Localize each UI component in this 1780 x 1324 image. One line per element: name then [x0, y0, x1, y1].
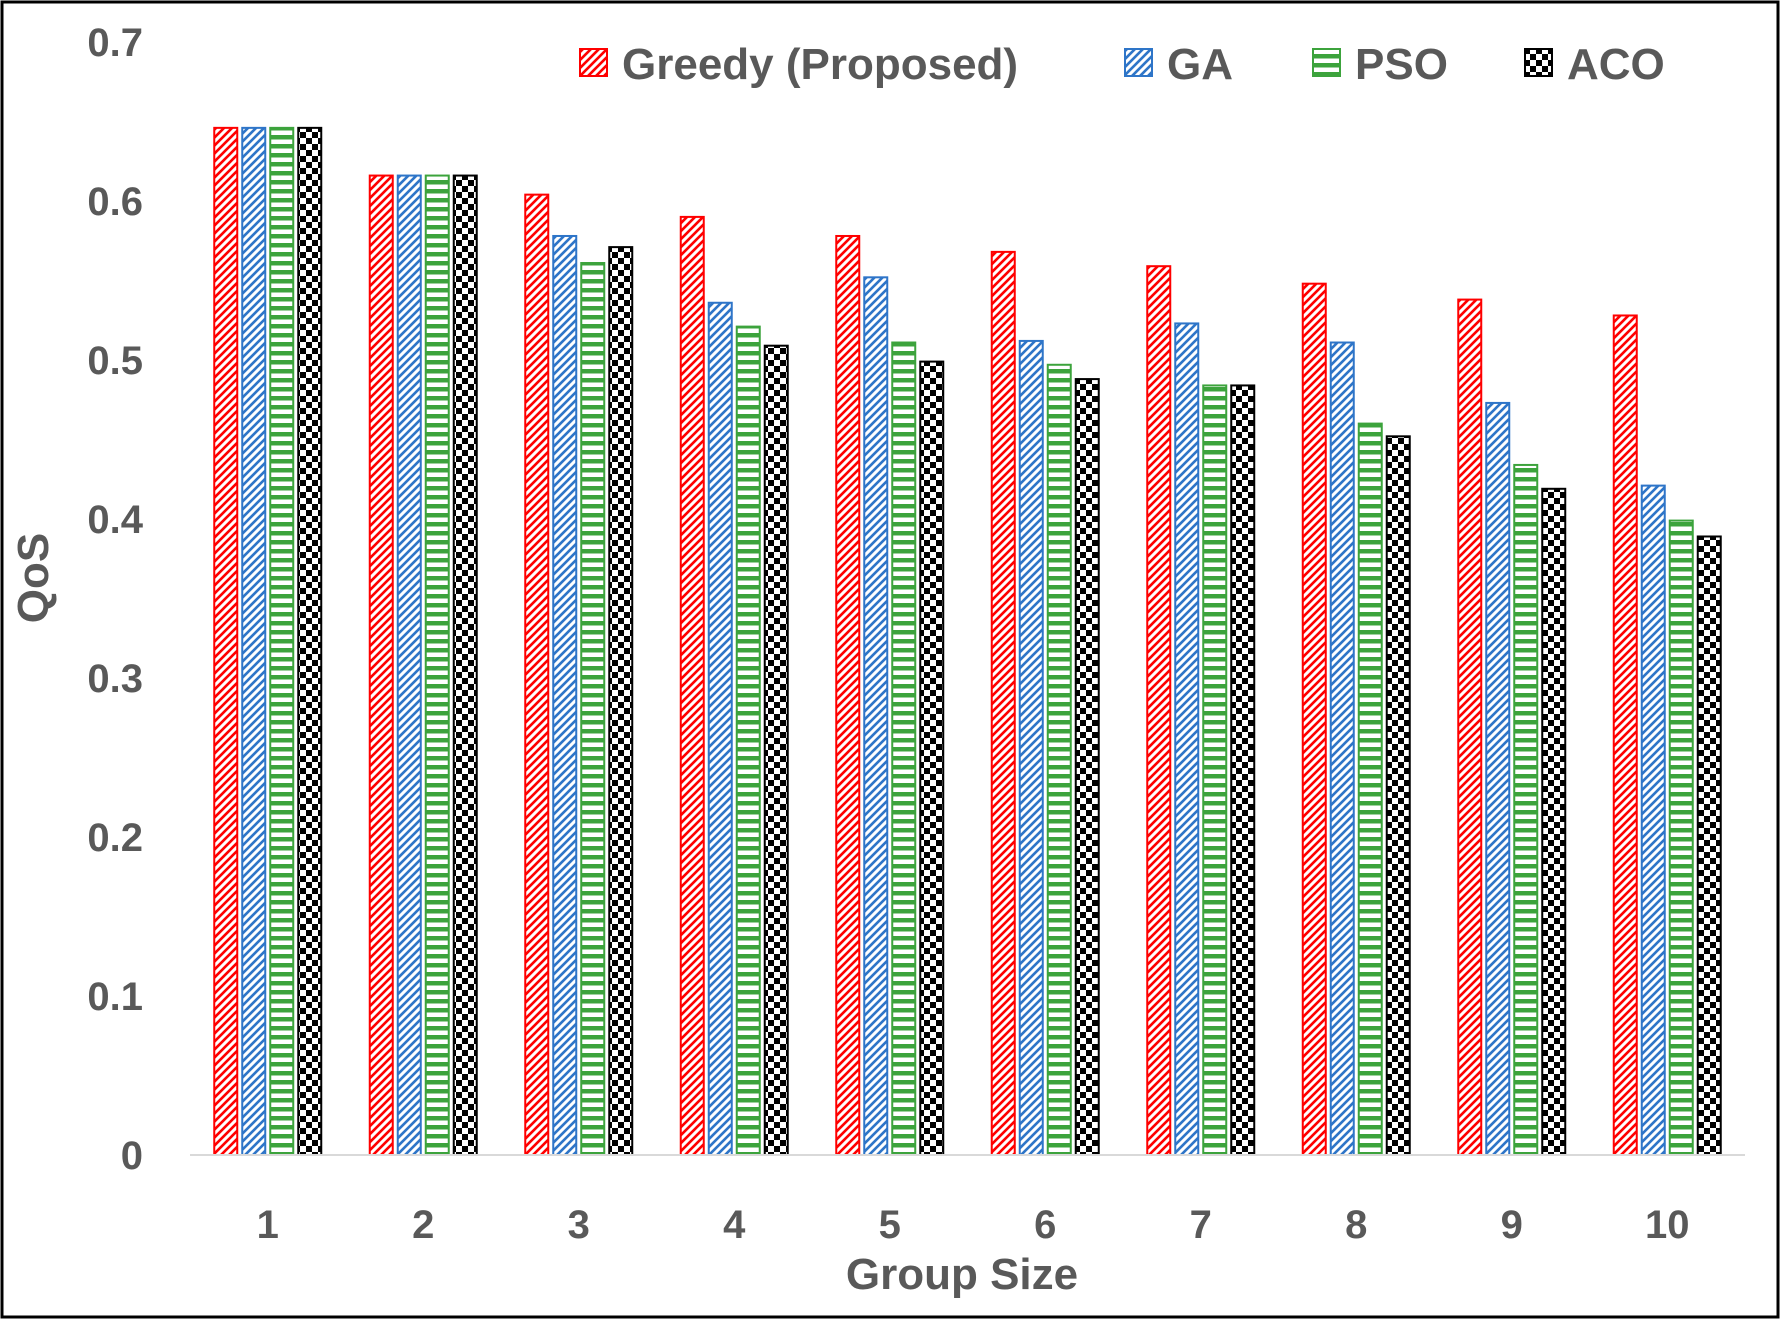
bar-greedy-6: [990, 250, 1016, 1156]
legend-swatch-greedy: [579, 48, 608, 77]
bar-aco-7: [1230, 384, 1256, 1156]
bar-ga-10: [1640, 484, 1666, 1156]
bar-aco-4: [763, 344, 789, 1156]
legend-label-greedy: Greedy (Proposed): [622, 40, 1018, 89]
x-tick-label: 5: [879, 1203, 901, 1247]
bar-ga-6: [1018, 339, 1044, 1157]
bar-aco-6: [1074, 378, 1100, 1156]
x-tick-label: 8: [1345, 1203, 1367, 1247]
bar-aco-5: [919, 360, 945, 1156]
bar-greedy-4: [679, 215, 705, 1156]
bar-aco-9: [1541, 487, 1567, 1157]
bar-greedy-7: [1146, 265, 1172, 1156]
bar-greedy-8: [1301, 282, 1327, 1156]
y-axis-ticks: 0 0.1 0.2 0.3 0.4 0.5 0.6 0.7: [87, 21, 143, 1178]
legend: Greedy (Proposed) GA PSO ACO: [579, 40, 1665, 89]
bar-pso-3: [580, 262, 606, 1156]
y-axis-title: QoS: [9, 533, 58, 623]
bar-pso-2: [424, 174, 450, 1156]
bar-ga-5: [863, 276, 889, 1156]
bar-greedy-9: [1457, 298, 1483, 1156]
bar-greedy-5: [835, 234, 861, 1157]
y-tick-label: 0.7: [87, 21, 143, 65]
bar-aco-2: [452, 174, 478, 1156]
bar-ga-4: [707, 301, 733, 1156]
bars-group: [213, 126, 1722, 1157]
x-tick-label: 2: [412, 1203, 434, 1247]
bar-aco-1: [297, 126, 323, 1157]
bar-pso-10: [1668, 519, 1694, 1156]
bar-ga-8: [1329, 341, 1355, 1156]
y-tick-label: 0.1: [87, 975, 143, 1019]
y-tick-label: 0.5: [87, 339, 143, 383]
y-tick-label: 0.6: [87, 180, 143, 224]
y-tick-label: 0: [121, 1134, 143, 1178]
x-tick-label: 3: [568, 1203, 590, 1247]
bar-ga-1: [241, 126, 267, 1157]
bar-ga-2: [396, 174, 422, 1156]
legend-swatch-ga: [1124, 48, 1153, 77]
y-tick-label: 0.2: [87, 816, 143, 860]
x-tick-label: 6: [1034, 1203, 1056, 1247]
x-tick-label: 10: [1645, 1203, 1690, 1247]
x-tick-label: 4: [723, 1203, 746, 1247]
bar-ga-7: [1174, 322, 1200, 1156]
bar-ga-9: [1485, 401, 1511, 1156]
bar-pso-1: [269, 126, 295, 1157]
bar-greedy-3: [524, 193, 550, 1156]
bar-pso-5: [891, 341, 917, 1156]
legend-label-ga: GA: [1167, 40, 1233, 89]
bar-aco-3: [608, 246, 634, 1157]
legend-label-pso: PSO: [1355, 40, 1448, 89]
y-tick-label: 0.4: [87, 498, 143, 542]
x-tick-label: 7: [1190, 1203, 1212, 1247]
legend-item-ga[interactable]: GA: [1124, 40, 1233, 89]
bar-greedy-2: [368, 174, 394, 1156]
legend-item-greedy[interactable]: Greedy (Proposed): [579, 40, 1018, 89]
legend-item-aco[interactable]: ACO: [1524, 40, 1665, 89]
x-axis-ticks: 1 2 3 4 5 6 7 8 9 10: [257, 1203, 1690, 1247]
bar-greedy-10: [1612, 314, 1638, 1157]
bar-aco-10: [1696, 535, 1722, 1156]
bar-pso-7: [1202, 384, 1228, 1156]
x-tick-label: 1: [257, 1203, 279, 1247]
bar-greedy-1: [213, 126, 239, 1157]
bar-ga-3: [552, 234, 578, 1157]
bar-pso-6: [1046, 363, 1072, 1156]
legend-item-pso[interactable]: PSO: [1312, 40, 1448, 89]
bar-pso-4: [735, 325, 761, 1156]
bar-aco-8: [1385, 435, 1411, 1156]
y-tick-label: 0.3: [87, 657, 143, 701]
x-tick-label: 9: [1501, 1203, 1523, 1247]
legend-label-aco: ACO: [1567, 40, 1665, 89]
legend-swatch-aco: [1524, 48, 1553, 77]
legend-swatch-pso: [1312, 48, 1341, 77]
bar-pso-8: [1357, 422, 1383, 1157]
x-axis-title: Group Size: [846, 1250, 1078, 1299]
bar-pso-9: [1513, 463, 1539, 1156]
